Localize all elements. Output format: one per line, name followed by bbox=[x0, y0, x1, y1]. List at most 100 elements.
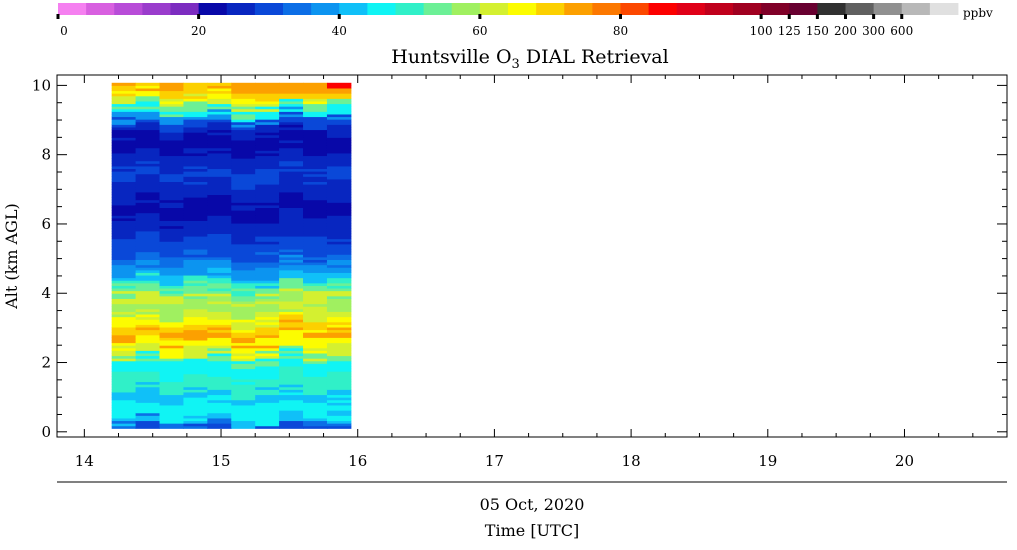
heatmap-cell bbox=[303, 173, 328, 177]
colorbar-label: 600 bbox=[890, 24, 913, 38]
heatmap-cell bbox=[326, 275, 352, 279]
heatmap-cell bbox=[159, 98, 184, 102]
heatmap-cell bbox=[326, 298, 352, 302]
heatmap-cell bbox=[135, 399, 161, 403]
heatmap-cell bbox=[207, 358, 232, 362]
heatmap-cell bbox=[303, 230, 328, 234]
heatmap-cell bbox=[303, 233, 328, 237]
heatmap-cell bbox=[135, 293, 161, 297]
heatmap-cell bbox=[111, 425, 137, 429]
heatmap-cell bbox=[231, 420, 256, 424]
heatmap-cell bbox=[135, 301, 161, 305]
heatmap-cell bbox=[231, 98, 256, 102]
heatmap-cell bbox=[279, 371, 304, 375]
heatmap-cell bbox=[279, 251, 304, 255]
heatmap-cell bbox=[303, 332, 328, 336]
colorbar-swatch bbox=[198, 3, 228, 15]
heatmap-cell bbox=[159, 116, 184, 120]
heatmap-cell bbox=[183, 425, 208, 429]
heatmap-cell bbox=[231, 425, 256, 429]
heatmap-cell bbox=[326, 202, 352, 206]
colorbar-swatch bbox=[254, 3, 284, 15]
heatmap-cell bbox=[326, 223, 352, 227]
heatmap-cell bbox=[326, 191, 352, 196]
heatmap-cell bbox=[303, 290, 328, 294]
heatmap-cell bbox=[183, 251, 208, 255]
heatmap-cell bbox=[279, 275, 304, 279]
heatmap-cell bbox=[231, 301, 256, 305]
heatmap-cell bbox=[207, 407, 232, 411]
heatmap-cell bbox=[159, 111, 184, 115]
heatmap-cell bbox=[135, 189, 161, 193]
heatmap-cell bbox=[111, 158, 137, 162]
heatmap-cell bbox=[303, 238, 328, 242]
heatmap-cell bbox=[207, 98, 232, 102]
heatmap-cell bbox=[231, 397, 256, 401]
heatmap-cell bbox=[255, 116, 280, 120]
heatmap-cell bbox=[231, 150, 256, 154]
heatmap-cell bbox=[183, 365, 208, 370]
colorbar-swatch bbox=[761, 3, 790, 15]
colorbar: 0 20 40 60 80 100 125 150 200 300 600 ppbv bbox=[56, 3, 993, 38]
heatmap-cell bbox=[303, 334, 328, 338]
heatmap-cell bbox=[255, 337, 280, 341]
colorbar-swatch bbox=[479, 3, 509, 15]
heatmap-cell bbox=[135, 347, 161, 351]
heatmap-cell bbox=[255, 93, 280, 97]
heatmap-cell bbox=[207, 256, 232, 260]
heatmap-cell bbox=[207, 381, 232, 385]
heatmap-cell bbox=[255, 165, 280, 170]
heatmap-cell bbox=[159, 212, 184, 216]
heatmap-cell bbox=[159, 334, 184, 338]
heatmap-cell bbox=[135, 267, 161, 271]
heatmap-cell bbox=[135, 256, 161, 260]
heatmap-cell bbox=[135, 173, 161, 177]
heatmap-cell bbox=[326, 350, 352, 354]
heatmap-cell bbox=[207, 184, 232, 188]
colorbar-label: 100 bbox=[750, 24, 773, 38]
heatmap-cell bbox=[279, 228, 304, 232]
heatmap-cell bbox=[255, 85, 280, 89]
heatmap-cell bbox=[207, 168, 232, 172]
heatmap-cell bbox=[279, 256, 304, 260]
heatmap-cell bbox=[159, 314, 184, 318]
heatmap-cell bbox=[135, 93, 161, 97]
heatmap-cell bbox=[159, 350, 184, 354]
heatmap-cell bbox=[231, 280, 256, 284]
heatmap-cell bbox=[207, 280, 232, 284]
heatmap-cell bbox=[326, 230, 352, 234]
heatmap-cell bbox=[135, 207, 161, 211]
heatmap-cell bbox=[183, 264, 208, 268]
heatmap-cell bbox=[326, 207, 352, 211]
heatmap-cell bbox=[111, 420, 137, 424]
heatmap-cell bbox=[231, 389, 256, 393]
heatmap-cell bbox=[279, 363, 304, 367]
heatmap-cell bbox=[303, 184, 328, 188]
heatmap-cell bbox=[279, 425, 304, 429]
heatmap-cell bbox=[303, 277, 328, 281]
heatmap-cell bbox=[159, 147, 184, 151]
heatmap-cell bbox=[159, 251, 184, 255]
heatmap-cell bbox=[279, 353, 304, 357]
heatmap-cell bbox=[303, 371, 328, 375]
heatmap-cell bbox=[183, 202, 208, 206]
heatmap-cell bbox=[303, 204, 328, 208]
heatmap bbox=[111, 82, 352, 429]
heatmap-cell bbox=[303, 327, 328, 331]
heatmap-cell bbox=[255, 98, 280, 102]
heatmap-cell bbox=[231, 376, 256, 380]
heatmap-cell bbox=[303, 376, 328, 380]
colorbar-swatch bbox=[58, 3, 87, 15]
heatmap-cell bbox=[207, 350, 232, 354]
heatmap-cell bbox=[326, 288, 352, 292]
heatmap-cell bbox=[279, 186, 304, 190]
heatmap-cell bbox=[231, 223, 256, 227]
heatmap-cell bbox=[135, 134, 161, 138]
heatmap-cell bbox=[111, 176, 137, 180]
heatmap-cell bbox=[135, 160, 161, 164]
heatmap-cell bbox=[135, 204, 161, 208]
heatmap-cell bbox=[111, 363, 137, 367]
heatmap-cell bbox=[207, 225, 232, 229]
heatmap-cell bbox=[135, 191, 161, 196]
heatmap-cell bbox=[279, 249, 304, 253]
